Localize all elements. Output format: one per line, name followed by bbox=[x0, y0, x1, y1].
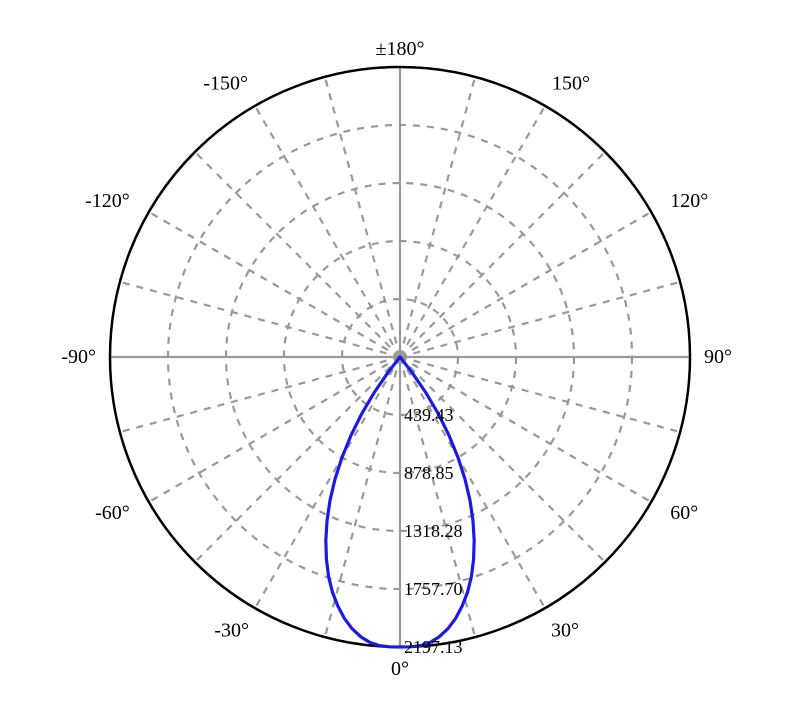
angle-tick-label: -120° bbox=[85, 190, 130, 212]
angle-tick-label: 150° bbox=[552, 73, 590, 95]
angle-tick-label: 0° bbox=[391, 658, 409, 680]
polar-chart: 439.43 878.85 1318.28 1757.70 2197.13 ±180° -… bbox=[0, 0, 800, 715]
angle-tick-label: -60° bbox=[95, 502, 130, 524]
angle-tick-label: ±180° bbox=[376, 38, 425, 60]
radial-tick-label: 1757.70 bbox=[404, 579, 463, 599]
radial-tick-label: 1318.28 bbox=[404, 521, 463, 541]
angle-tick-label: -30° bbox=[214, 620, 249, 642]
radial-tick-label: 2197.13 bbox=[404, 637, 463, 657]
angle-tick-label: 120° bbox=[670, 190, 708, 212]
angle-tick-label: -90° bbox=[61, 346, 96, 368]
angle-tick-label: 60° bbox=[670, 502, 698, 524]
angle-tick-label: 30° bbox=[551, 620, 579, 642]
angle-tick-label: 90° bbox=[704, 346, 732, 368]
angle-tick-label: -150° bbox=[203, 73, 248, 95]
radial-tick-label: 439.43 bbox=[404, 405, 454, 425]
radial-tick-label: 878.85 bbox=[404, 463, 454, 483]
